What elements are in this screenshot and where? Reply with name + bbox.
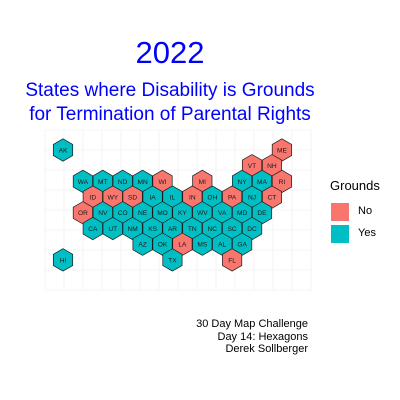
year-title: 2022: [135, 35, 205, 70]
hex-ut: [102, 216, 123, 241]
hex-label-nh: NH: [267, 163, 277, 170]
hex-label-ga: GA: [237, 242, 247, 249]
legend-item-yes: Yes: [330, 224, 400, 244]
hex-label-or: OR: [78, 210, 88, 217]
hex-label-ct: CT: [268, 195, 277, 202]
hex-label-ok: OK: [158, 242, 168, 249]
hex-ak: [52, 138, 74, 162]
legend-title: Grounds: [330, 178, 380, 193]
hex-label-ks: KS: [148, 226, 157, 233]
hex-label-ny: NY: [238, 179, 248, 186]
hex-label-nj: NJ: [248, 195, 256, 202]
hex-label-ar: AR: [168, 226, 177, 233]
hex-ca: [82, 216, 103, 241]
hex-label-ca: CA: [88, 226, 98, 233]
legend-label-no: No: [358, 205, 373, 217]
hex-label-nd: ND: [118, 179, 128, 186]
hex-label-wa: WA: [78, 179, 89, 186]
hex-label-ma: MA: [257, 179, 267, 186]
hex-label-va: VA: [218, 210, 227, 217]
hex-label-mt: MT: [98, 179, 108, 186]
subtitle-line-1: States where Disability is Grounds: [25, 80, 315, 101]
hex-label-il: IL: [170, 195, 176, 202]
hex-label-hi: HI: [60, 257, 67, 264]
hex-label-pa: PA: [228, 195, 237, 202]
hex-label-nm: NM: [127, 226, 137, 233]
hex-label-az: AZ: [138, 242, 146, 249]
hex-label-la: LA: [178, 242, 187, 249]
hex-label-nv: NV: [98, 210, 108, 217]
hex-label-mi: MI: [199, 179, 206, 186]
caption-line-1: 30 Day Map Challenge: [196, 318, 308, 330]
hex-az: [132, 232, 153, 256]
caption-line-3: Derek Sollberger: [225, 343, 308, 355]
legend-item-no: No: [330, 202, 400, 222]
hex-label-wy: WY: [107, 195, 118, 202]
hex-label-fl: FL: [228, 257, 236, 264]
hex-label-vt: VT: [248, 163, 256, 170]
hex-label-oh: OH: [207, 195, 217, 202]
hex-label-mn: MN: [137, 179, 147, 186]
hex-label-sd: SD: [128, 195, 137, 202]
hex-label-de: DE: [257, 210, 267, 217]
hex-label-al: AL: [218, 242, 226, 249]
hex-hi: [52, 248, 74, 272]
hex-label-ut: UT: [108, 226, 117, 233]
hex-label-mo: MO: [157, 210, 168, 217]
caption-line-2: Day 14: Hexagons: [217, 330, 309, 343]
hex-label-nc: NC: [208, 226, 218, 233]
hex-label-ri: RI: [279, 179, 286, 186]
hex-label-tn: TN: [188, 226, 197, 233]
hex-label-ms: MS: [197, 242, 207, 249]
hex-fl: [222, 248, 243, 272]
hex-tx: [162, 248, 183, 272]
hex-label-ak: AK: [59, 147, 68, 154]
hex-label-wv: WV: [197, 210, 208, 217]
hex-label-co: CO: [118, 210, 128, 217]
subtitle-line-2: for Termination of Parental Rights: [29, 104, 311, 125]
legend-label-yes: Yes: [358, 227, 376, 239]
hex-label-sc: SC: [228, 226, 237, 233]
hex-label-ia: IA: [149, 195, 156, 202]
hex-ms: [192, 232, 213, 256]
hex-label-tx: TX: [168, 257, 177, 264]
hex-label-dc: DC: [247, 226, 257, 233]
legend: Grounds No Yes: [330, 178, 400, 244]
legend-swatch-no: [330, 202, 350, 222]
hex-label-ky: KY: [178, 210, 187, 217]
hex-label-ne: NE: [138, 210, 148, 217]
state-hexagons: AK ME VT NH WA MT ND MN WI MI NY MA RI ID WY SD IA IL IN OH…: [52, 138, 292, 272]
hex-label-in: IN: [189, 195, 196, 202]
legend-swatch-yes: [330, 224, 350, 244]
caption: 30 Day Map Challenge Day 14: Hexagons De…: [196, 318, 308, 356]
hex-label-md: MD: [237, 210, 247, 217]
hex-label-wi: WI: [158, 179, 166, 186]
hex-label-id: ID: [90, 195, 97, 202]
hex-label-me: ME: [277, 147, 287, 154]
